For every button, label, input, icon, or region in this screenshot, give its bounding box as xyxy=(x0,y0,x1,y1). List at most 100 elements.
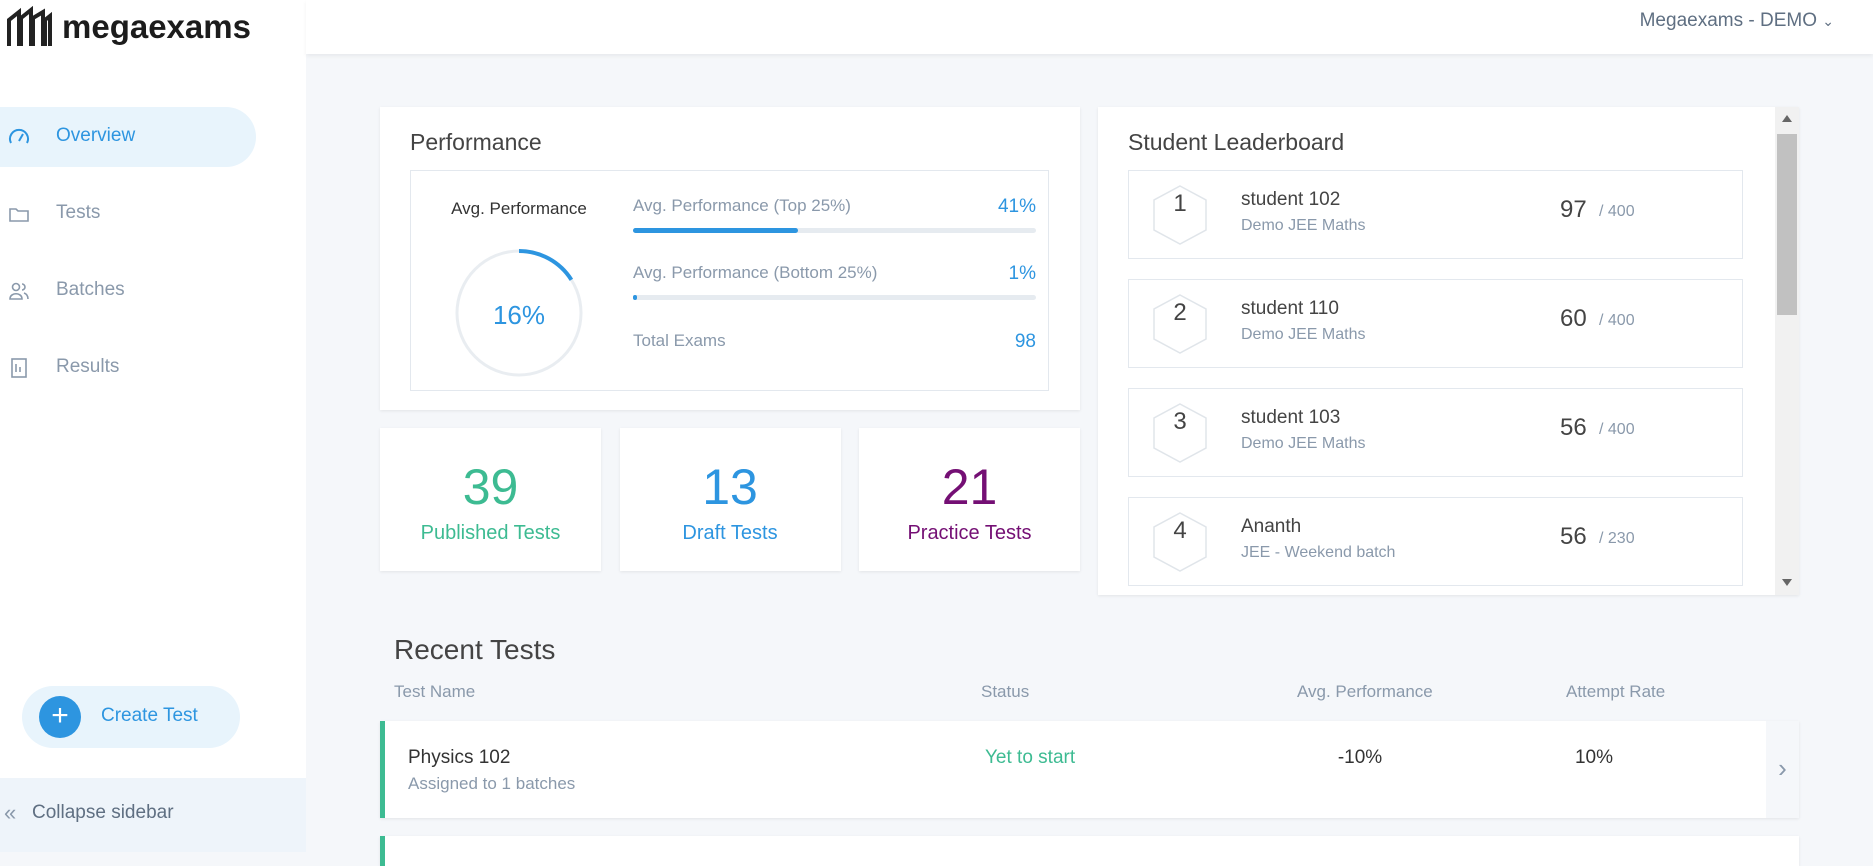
bar-track xyxy=(633,228,1036,233)
bar-value: 41% xyxy=(997,196,1036,217)
stat-value: 13 xyxy=(702,459,758,515)
stat-value: 39 xyxy=(462,459,519,515)
nav-icon xyxy=(9,208,29,222)
stat-card: 21 Practice Tests xyxy=(859,428,1080,571)
scroll-up[interactable] xyxy=(1782,115,1792,122)
leaderboard-row: 4 Ananth JEE - Weekend batch 56 / 230 xyxy=(1128,497,1743,586)
column-header: Attempt Rate xyxy=(1566,682,1666,701)
nav-item[interactable]: Overview xyxy=(0,107,256,167)
nav-icon xyxy=(11,358,27,378)
stat-card: 39 Published Tests xyxy=(380,428,601,571)
bar-fill xyxy=(633,295,638,300)
collapse-label: Collapse sidebar xyxy=(32,802,174,823)
nav-label: Overview xyxy=(56,125,136,146)
score: 56 xyxy=(1560,523,1587,550)
create-test-label: Create Test xyxy=(101,705,198,726)
hexagon xyxy=(1153,403,1207,463)
leaderboard-row: 3 student 103 Demo JEE Maths 56 / 400 xyxy=(1128,388,1743,477)
gauge-value: 16% xyxy=(492,300,546,330)
rank: 3 xyxy=(1173,408,1187,435)
student-name: student 102 xyxy=(1241,189,1341,210)
rank-badge xyxy=(1153,185,1207,245)
nav-item[interactable]: Tests xyxy=(0,184,256,244)
nav-label: Tests xyxy=(56,202,101,223)
card-title: Performance xyxy=(410,129,542,155)
sidebar: megaexams Overview Tests Batches Results + … xyxy=(0,0,306,852)
hexagon xyxy=(1153,512,1207,572)
test-attempt: 10% xyxy=(1574,747,1614,768)
stat-label: Published Tests xyxy=(420,522,561,544)
rank-badge xyxy=(1153,403,1207,463)
student-batch: Demo JEE Maths xyxy=(1241,217,1366,234)
student-batch: Demo JEE Maths xyxy=(1241,435,1366,452)
rank-badge xyxy=(1153,512,1207,572)
bar-value: 1% xyxy=(1008,263,1036,284)
bar-track xyxy=(633,295,1036,300)
total-label: Total Exams xyxy=(633,331,726,350)
column-header: Avg. Performance xyxy=(1297,682,1433,701)
stat-card: 13 Draft Tests xyxy=(619,428,841,571)
nav-item[interactable]: Batches xyxy=(0,261,256,321)
test-row[interactable]: Physics 102 Assigned to 1 batches Yet to s… xyxy=(380,721,1799,818)
logo-icon xyxy=(7,6,52,46)
score-total: / 400 xyxy=(1599,203,1635,220)
hexagon xyxy=(1153,294,1207,354)
score: 60 xyxy=(1560,305,1587,332)
gauge-arc xyxy=(455,249,583,377)
performance-box: Avg. Performance 16% Avg. Performance (T… xyxy=(410,170,1049,391)
student-batch: Demo JEE Maths xyxy=(1241,326,1366,343)
score: 97 xyxy=(1560,196,1587,223)
student-name: student 110 xyxy=(1241,298,1339,319)
leaderboard-row: 2 student 110 Demo JEE Maths 60 / 400 xyxy=(1128,279,1743,368)
nav-icon xyxy=(9,282,29,300)
rank-badge xyxy=(1153,294,1207,354)
row-chevron[interactable]: › xyxy=(1766,721,1799,818)
score: 56 xyxy=(1560,414,1587,441)
collapse-icon: « xyxy=(4,800,17,825)
student-name: Ananth xyxy=(1241,516,1302,537)
student-name: student 103 xyxy=(1241,407,1341,428)
leaderboard-row: 1 student 102 Demo JEE Maths 97 / 400 xyxy=(1128,170,1743,259)
bar-fill xyxy=(633,228,799,233)
create-test-button[interactable]: + Create Test xyxy=(22,686,240,748)
test-subtitle: Assigned to 1 batches xyxy=(408,774,576,793)
test-name: Physics 102 xyxy=(408,747,511,768)
rank: 4 xyxy=(1173,517,1187,544)
total-value: 98 xyxy=(1014,331,1036,352)
gauge xyxy=(455,249,583,377)
scroll-down[interactable] xyxy=(1782,579,1792,586)
section-title: Recent Tests xyxy=(394,634,556,665)
hexagon xyxy=(1153,185,1207,245)
test-status: Yet to start xyxy=(985,747,1076,768)
scrollbar[interactable] xyxy=(1775,107,1799,595)
performance-card: Performance Avg. Performance 16% Avg. Pe… xyxy=(380,107,1080,410)
column-header: Status xyxy=(981,682,1030,701)
score-total: / 400 xyxy=(1599,421,1635,438)
student-batch: JEE - Weekend batch xyxy=(1241,544,1396,561)
stat-value: 21 xyxy=(941,459,998,515)
column-header: Test Name xyxy=(394,682,476,701)
nav-label: Batches xyxy=(56,279,125,300)
nav-item[interactable]: Results xyxy=(0,338,256,398)
gauge-label: Avg. Performance xyxy=(451,199,587,218)
top-bar: Megaexams - DEMO ⌄ xyxy=(306,0,1873,54)
stat-label: Practice Tests xyxy=(907,522,1032,544)
bar-label: Avg. Performance (Bottom 25%) xyxy=(633,263,878,282)
stat-label: Draft Tests xyxy=(682,522,778,544)
account-menu[interactable]: Megaexams - DEMO ⌄ xyxy=(1639,10,1834,31)
nav-label: Results xyxy=(56,356,120,377)
scroll-thumb[interactable] xyxy=(1777,134,1797,315)
test-avg: -10% xyxy=(1337,747,1383,768)
leaderboard-card: Student Leaderboard 1 student 102 Demo JEE… xyxy=(1098,107,1799,595)
score-total: / 230 xyxy=(1599,530,1635,547)
nav-icon xyxy=(9,128,29,144)
account-name: Megaexams - DEMO xyxy=(1639,10,1817,31)
rank: 2 xyxy=(1173,299,1187,326)
plus-icon: + xyxy=(39,696,81,738)
brand: megaexams xyxy=(62,8,251,45)
card-title: Student Leaderboard xyxy=(1128,129,1345,155)
collapse-sidebar[interactable]: « Collapse sidebar xyxy=(0,778,306,852)
bar-label: Avg. Performance (Top 25%) xyxy=(633,196,851,215)
test-row-partial[interactable] xyxy=(380,836,1799,866)
